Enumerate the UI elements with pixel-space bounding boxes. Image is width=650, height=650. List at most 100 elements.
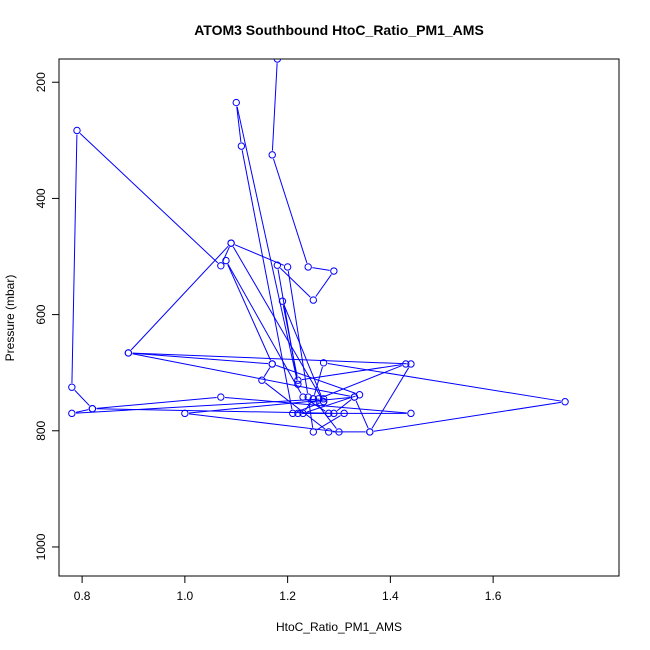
data-point (283, 263, 292, 271)
series-line-segment (79, 132, 219, 264)
x-tick-label: 1.4 (382, 589, 399, 603)
series-line-segment (132, 352, 407, 365)
data-point (222, 256, 230, 265)
data-point (268, 151, 276, 159)
data-point (330, 267, 338, 275)
data-point (330, 409, 338, 418)
data-point (237, 142, 246, 150)
data-point (273, 59, 282, 63)
series-line-segment (71, 134, 78, 384)
data-point (304, 393, 312, 401)
series-line-segment (355, 400, 369, 429)
series-line-segment (273, 158, 308, 264)
series-line-segment (263, 367, 271, 377)
data-point (217, 262, 225, 270)
series-line-segment (189, 396, 351, 414)
data-point (181, 409, 189, 418)
series-line-segment (236, 106, 298, 381)
series-line-segment (306, 395, 356, 413)
data-point (309, 428, 318, 436)
series-line-segment (222, 246, 230, 263)
y-tick-label: 400 (34, 188, 48, 208)
x-tick-label: 0.8 (74, 589, 91, 603)
series-line-segment (282, 305, 298, 377)
series-line-segment (132, 352, 269, 365)
data-point (366, 428, 374, 436)
data-point (258, 376, 266, 384)
series-line-segment (316, 415, 341, 431)
series-line-segment (75, 409, 89, 413)
series-line-segment (305, 401, 312, 411)
series-line-segment (76, 398, 320, 414)
data-point (304, 263, 312, 271)
data-point (350, 393, 359, 401)
series-line-segment (283, 304, 323, 399)
series-line-segment (373, 401, 561, 432)
data-point (319, 359, 328, 367)
data-point (124, 349, 133, 357)
series-line-segment (236, 106, 242, 143)
data-point (407, 409, 415, 418)
y-tick-label: 1000 (34, 533, 48, 560)
series-line-segment (336, 399, 352, 412)
data-point (68, 383, 76, 391)
data-point (407, 360, 415, 368)
data-point (299, 393, 307, 401)
data-point (294, 376, 302, 384)
series-line-segment (287, 271, 309, 394)
series-line-segment (276, 364, 356, 394)
data-point (335, 428, 343, 436)
data-point (325, 428, 333, 436)
chart-title: ATOM3 Southbound HtoC_Ratio_PM1_AMS (194, 22, 484, 38)
series-line-segment (315, 274, 332, 297)
data-point (273, 261, 282, 269)
x-tick-label: 1.2 (279, 589, 296, 603)
series-line-segment (130, 245, 229, 351)
series-line-segment (313, 366, 323, 395)
series-line-segment (301, 364, 402, 381)
y-tick-label: 600 (34, 304, 48, 324)
plot-area (68, 59, 569, 436)
series-line-segment (308, 401, 314, 428)
data-point (232, 98, 240, 107)
data-point (294, 409, 302, 418)
data-point (88, 405, 97, 413)
series-layer (68, 59, 569, 436)
data-point (309, 395, 318, 403)
data-point (319, 398, 328, 406)
series-line-segment (322, 365, 403, 398)
data-point (309, 296, 318, 304)
data-point (278, 297, 287, 305)
series-line-segment (96, 408, 330, 414)
y-tick-label: 200 (34, 72, 48, 92)
x-axis-label: HtoC_Ratio_PM1_AMS (276, 620, 402, 634)
series-line-segment (227, 264, 271, 361)
data-point (73, 126, 81, 135)
x-axis: 0.8 1.0 1.2 1.4 1.6 (74, 575, 502, 603)
data-point (319, 395, 328, 403)
series-line-segment (188, 413, 335, 432)
data-point (402, 360, 410, 368)
y-axis-label: Pressure (mbar) (3, 275, 17, 362)
data-point (340, 409, 348, 418)
data-point (268, 360, 276, 368)
series-line-segment (232, 246, 322, 399)
data-point (325, 409, 333, 418)
series-line-segment (74, 389, 90, 407)
series-line-segment (234, 244, 284, 266)
series-line-segment (312, 267, 330, 271)
series-line-segment (132, 353, 351, 397)
data-point (289, 409, 297, 418)
series-line-segment (264, 382, 326, 430)
y-tick-label: 800 (34, 420, 48, 440)
data-point (294, 380, 302, 389)
series-line-segment (371, 367, 410, 429)
series-line-segment (241, 150, 293, 410)
data-point (217, 393, 225, 401)
data-point (68, 409, 76, 418)
x-tick-label: 1.6 (485, 589, 502, 603)
x-tick-label: 1.0 (177, 589, 194, 603)
